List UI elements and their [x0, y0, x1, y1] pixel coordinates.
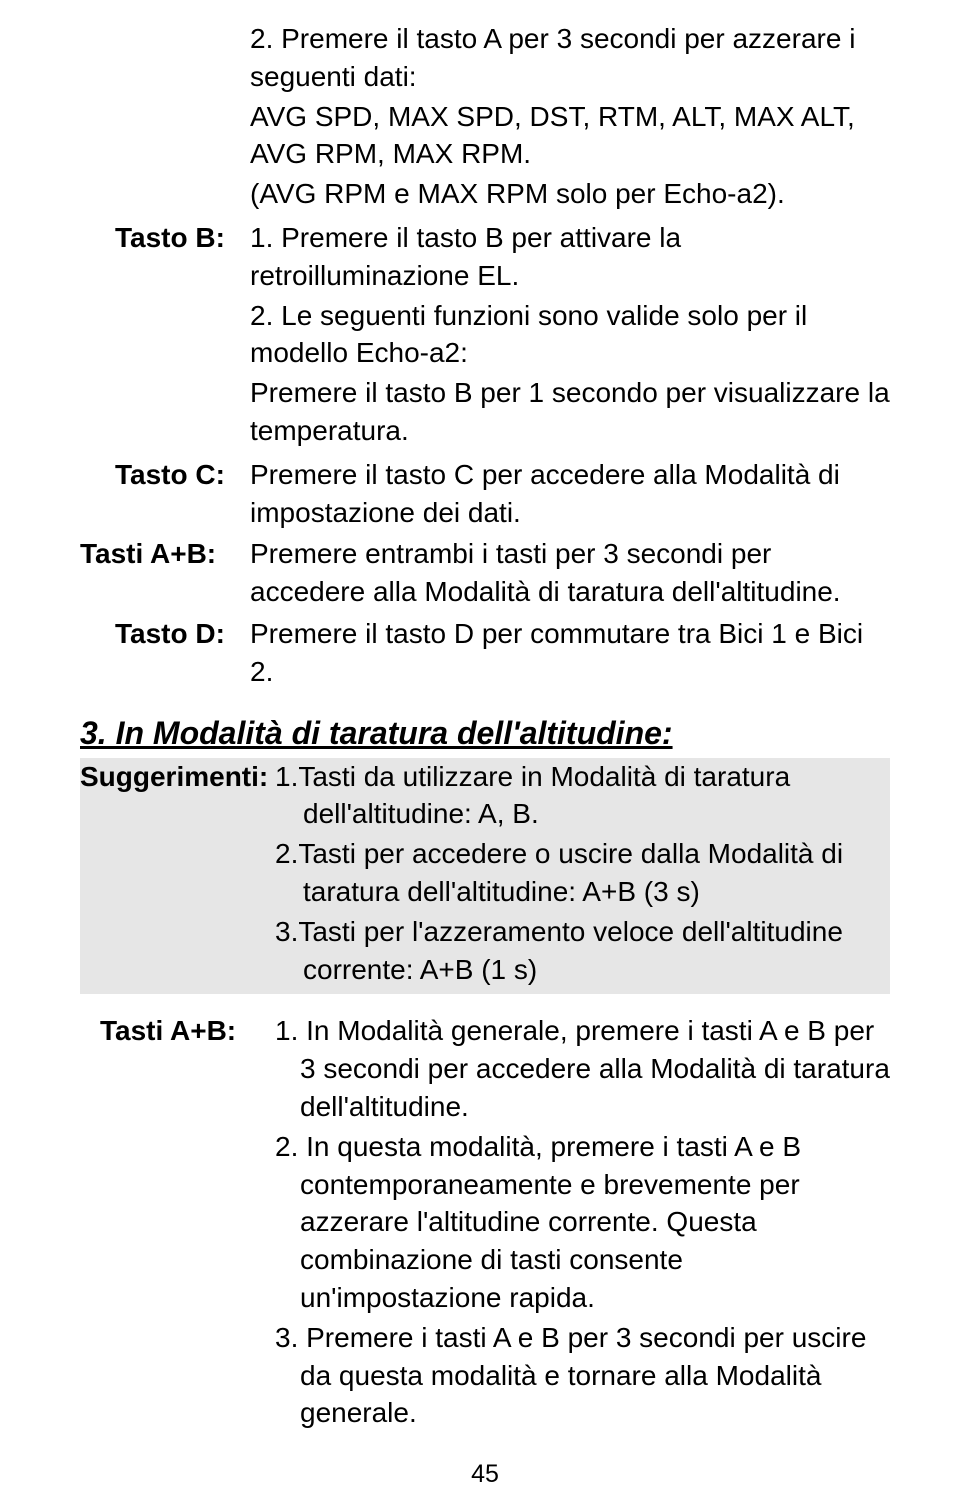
- row-tasto-d: Tasto D: Premere il tasto D per commutar…: [80, 615, 890, 691]
- tasto-b-line-2: 2. Le seguenti funzioni sono valide solo…: [250, 297, 890, 373]
- label-suggerimenti: Suggerimenti:: [80, 758, 275, 991]
- row-section3-tasti-ab: Tasti A+B: 1. In Modalità generale, prem…: [80, 1012, 890, 1434]
- row-suggerimenti: Suggerimenti: 1.Tasti da utilizzare in M…: [80, 758, 890, 995]
- intro-line-2: AVG SPD, MAX SPD, DST, RTM, ALT, MAX ALT…: [250, 98, 890, 174]
- sugg-item-1: 1.Tasti da utilizzare in Modalità di tar…: [275, 758, 890, 834]
- page-number: 45: [80, 1460, 890, 1489]
- row-tasto-c: Tasto C: Premere il tasto C per accedere…: [80, 456, 890, 532]
- section-3-heading: 3. In Modalità di taratura dell'altitudi…: [80, 715, 890, 752]
- label-empty: [80, 20, 250, 215]
- content-tasto-b: 1. Premere il tasto B per attivare la re…: [250, 219, 890, 452]
- row-tasto-b: Tasto B: 1. Premere il tasto B per attiv…: [80, 219, 890, 452]
- label-tasto-b: Tasto B:: [80, 219, 250, 452]
- sugg-item-3: 3.Tasti per l'azzeramento veloce dell'al…: [275, 913, 890, 989]
- label-tasto-d: Tasto D:: [80, 615, 250, 691]
- content-intro: 2. Premere il tasto A per 3 secondi per …: [250, 20, 890, 215]
- sugg-item-2: 2.Tasti per accedere o uscire dalla Moda…: [275, 835, 890, 911]
- row-tasti-ab: Tasti A+B: Premere entrambi i tasti per …: [80, 535, 890, 611]
- content-tasto-d: Premere il tasto D per commutare tra Bic…: [250, 615, 890, 691]
- label-tasti-ab: Tasti A+B:: [80, 535, 250, 611]
- intro-line-3: (AVG RPM e MAX RPM solo per Echo-a2).: [250, 175, 890, 213]
- content-tasto-c: Premere il tasto C per accedere alla Mod…: [250, 456, 890, 532]
- tasto-b-line-1: 1. Premere il tasto B per attivare la re…: [250, 219, 890, 295]
- s3-ab-item-2: 2. In questa modalità, premere i tasti A…: [300, 1128, 890, 1317]
- row-intro: 2. Premere il tasto A per 3 secondi per …: [80, 20, 890, 215]
- s3-ab-item-3: 3. Premere i tasti A e B per 3 secondi p…: [300, 1319, 890, 1432]
- label-section3-tasti-ab: Tasti A+B:: [80, 1012, 275, 1434]
- intro-line-1: 2. Premere il tasto A per 3 secondi per …: [250, 20, 890, 96]
- content-suggerimenti: 1.Tasti da utilizzare in Modalità di tar…: [275, 758, 890, 991]
- tasto-b-line-3: Premere il tasto B per 1 secondo per vis…: [250, 374, 890, 450]
- s3-ab-item-1: 1. In Modalità generale, premere i tasti…: [300, 1012, 890, 1125]
- content-tasti-ab: Premere entrambi i tasti per 3 secondi p…: [250, 535, 890, 611]
- label-tasto-c: Tasto C:: [80, 456, 250, 532]
- content-section3-tasti-ab: 1. In Modalità generale, premere i tasti…: [275, 1012, 890, 1434]
